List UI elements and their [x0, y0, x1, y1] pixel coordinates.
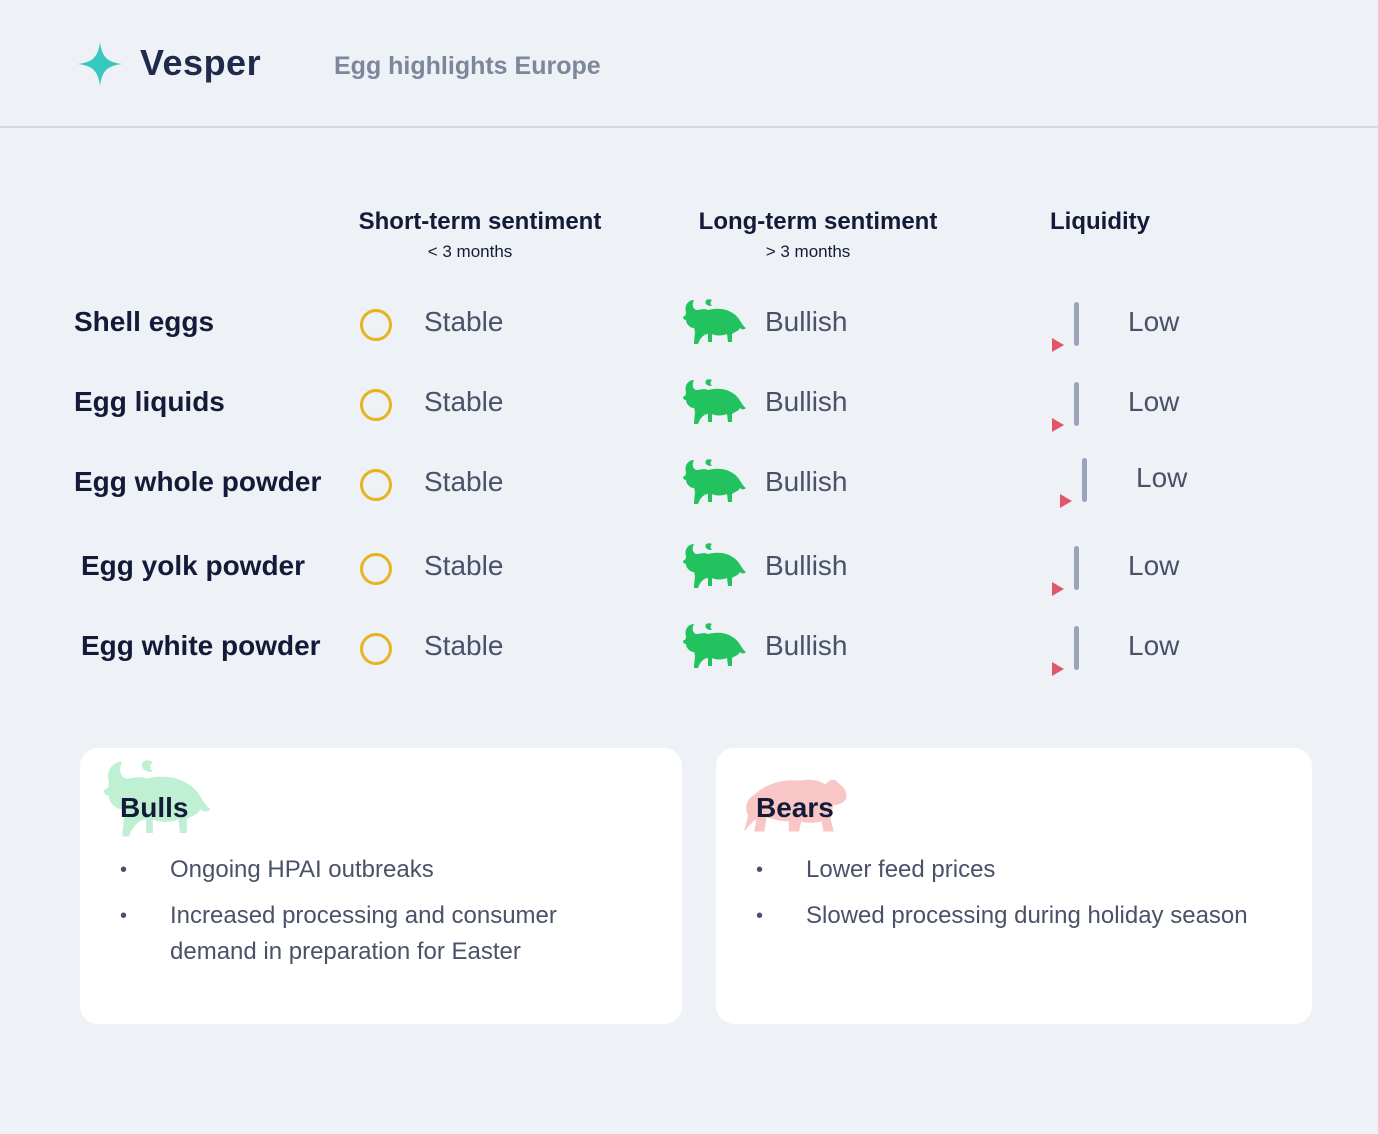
liquidity-value: Low [1128, 630, 1180, 661]
liquidity-bar-icon [1052, 626, 1079, 676]
bears-list: • Lower feed prices • Slowed processing du… [756, 852, 1276, 944]
liquidity-title: Liquidity [1050, 208, 1150, 235]
list-item: • Slowed processing during holiday season [756, 898, 1276, 934]
long-term-header: Long-term sentiment > 3 months [680, 208, 956, 262]
bears-card: Bears • Lower feed prices • Slowed process… [716, 748, 1312, 1024]
liquidity-value: Low [1128, 386, 1180, 417]
short-term-value: Stable [424, 306, 504, 337]
short-term-header: Short-term sentiment < 3 months [340, 208, 620, 262]
bull-icon [682, 542, 748, 590]
list-item: • Increased processing and consumer deman… [120, 898, 640, 970]
product-name: Shell eggs [74, 306, 215, 337]
liquidity-header: Liquidity [1050, 208, 1160, 236]
bull-icon [682, 378, 748, 426]
bullet: • [756, 859, 764, 881]
long-term-value: Bullish [765, 386, 848, 417]
bull-icon [682, 458, 748, 506]
bullet: • [120, 905, 128, 927]
liquidity-value: Low [1128, 550, 1180, 581]
short-term-title: Short-term sentiment [358, 208, 602, 235]
long-term-value: Bullish [765, 630, 848, 661]
long-term-title: Long-term sentiment [698, 208, 938, 235]
table-row: Egg yolk powder Stable Bullish Low [0, 540, 1378, 600]
long-term-value: Bullish [765, 550, 848, 581]
page-title: Egg highlights Europe [334, 52, 601, 80]
liquidity-bar-icon [1052, 382, 1079, 432]
liquidity-value: Low [1136, 462, 1188, 493]
product-name: Egg yolk powder [81, 550, 306, 581]
bulls-title: Bulls [120, 792, 189, 823]
bulls-card: Bulls • Ongoing HPAI outbreaks • Increased… [80, 748, 682, 1024]
circle-ring-icon [360, 633, 392, 665]
bull-icon [682, 298, 748, 346]
bull-icon [682, 622, 748, 670]
bear-icon [744, 779, 847, 832]
table-row: Egg liquids Stable Bullish Low [0, 376, 1378, 436]
circle-ring-icon [360, 469, 392, 501]
brand-name: Vesper [140, 42, 262, 83]
bullet: • [120, 859, 128, 881]
short-term-value: Stable [424, 550, 504, 581]
liquidity-bar-icon [1060, 458, 1087, 508]
list-item-text: Lower feed prices [806, 856, 996, 883]
list-item-text: Slowed processing during holiday season [806, 902, 1248, 929]
list-item-text: Increased processing and consumer demand… [170, 902, 557, 965]
product-name: Egg liquids [74, 386, 225, 417]
circle-ring-icon [360, 309, 392, 341]
list-item-text: Ongoing HPAI outbreaks [170, 856, 434, 883]
sparkle-star-icon [78, 42, 122, 86]
long-term-sub: > 3 months [765, 242, 851, 261]
table-row: Egg whole powder Stable Bullish Low [0, 456, 1378, 516]
bears-title: Bears [756, 792, 834, 823]
list-item: • Lower feed prices [756, 852, 1276, 888]
short-term-sub: < 3 months [427, 242, 513, 261]
liquidity-bar-icon [1052, 302, 1079, 352]
long-term-value: Bullish [765, 306, 848, 337]
circle-ring-icon [360, 553, 392, 585]
circle-ring-icon [360, 389, 392, 421]
table-row: Shell eggs Stable Bullish Low [0, 296, 1378, 356]
liquidity-value: Low [1128, 306, 1180, 337]
header: Vesper Egg highlights Europe [0, 0, 1378, 128]
product-name: Egg white powder [81, 630, 321, 661]
list-item: • Ongoing HPAI outbreaks [120, 852, 640, 888]
short-term-value: Stable [424, 386, 504, 417]
liquidity-bar-icon [1052, 546, 1079, 596]
table-row: Egg white powder Stable Bullish Low [0, 620, 1378, 680]
bullet: • [756, 905, 764, 927]
short-term-value: Stable [424, 630, 504, 661]
product-name: Egg whole powder [74, 466, 322, 497]
short-term-value: Stable [424, 466, 504, 497]
long-term-value: Bullish [765, 466, 848, 497]
bulls-list: • Ongoing HPAI outbreaks • Increased proce… [120, 852, 640, 980]
